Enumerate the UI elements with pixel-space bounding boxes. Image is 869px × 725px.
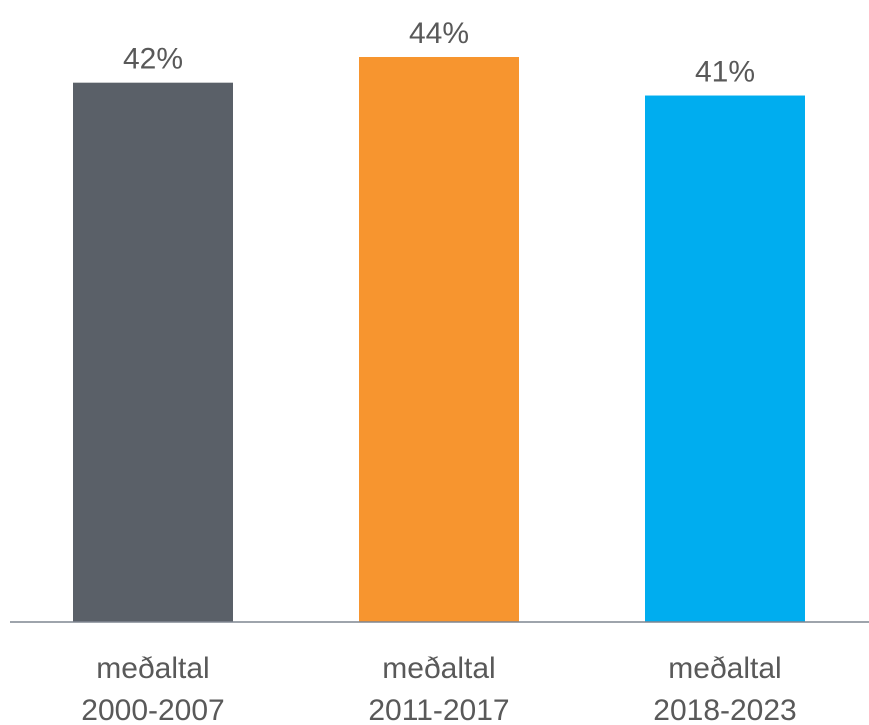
bar-1 <box>73 82 233 622</box>
category-label-1: meðaltal 2000-2007 <box>81 652 224 725</box>
category-label-3: meðaltal 2018-2023 <box>653 652 796 725</box>
category-label-2-line-1: meðaltal <box>382 652 495 685</box>
value-label-1: 42% <box>123 43 183 76</box>
category-label-1-line-1: meðaltal <box>96 652 209 685</box>
category-label-3-line-1: meðaltal <box>668 652 781 685</box>
value-label-2: 44% <box>409 17 469 50</box>
value-labels-group: 42% 44% 41% <box>123 17 755 89</box>
bar-3 <box>645 95 805 623</box>
category-label-3-line-2: 2018-2023 <box>653 694 796 725</box>
category-label-2: meðaltal 2011-2017 <box>368 652 509 725</box>
bars-group <box>73 57 805 623</box>
value-label-3: 41% <box>695 56 755 89</box>
category-label-1-line-2: 2000-2007 <box>81 694 224 725</box>
category-label-2-line-2: 2011-2017 <box>368 694 509 725</box>
bar-2 <box>359 57 519 622</box>
